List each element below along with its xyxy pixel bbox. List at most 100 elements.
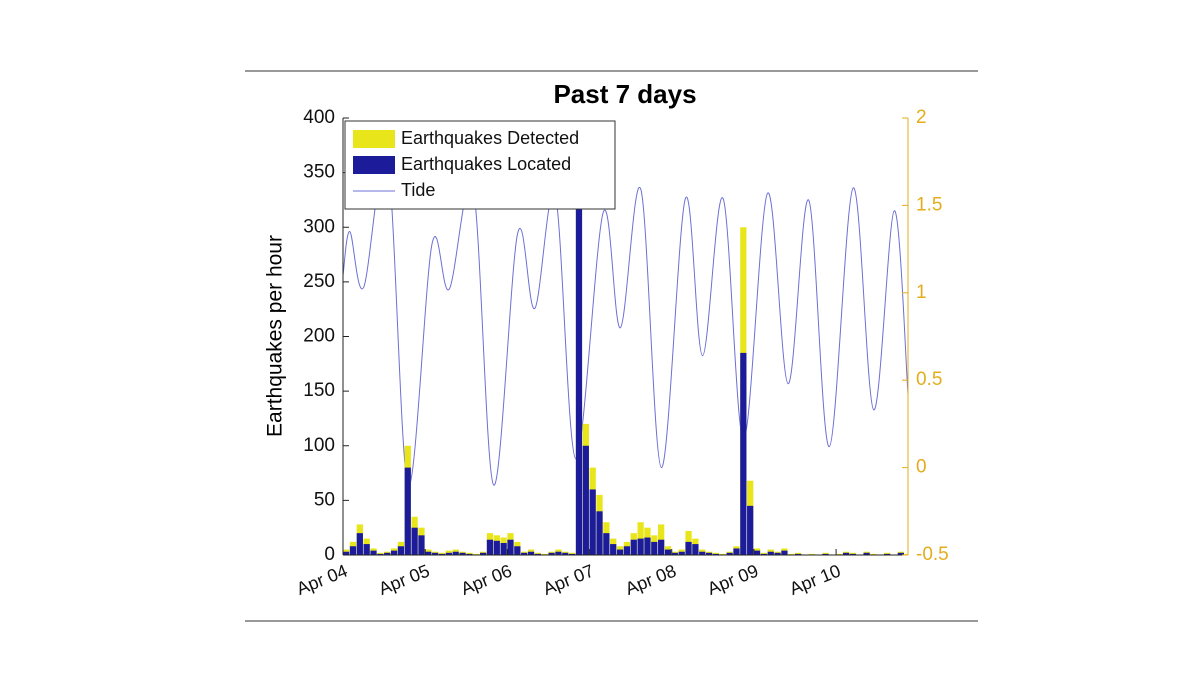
bar — [493, 540, 500, 555]
bar — [760, 553, 768, 555]
y-tick-label: 200 — [303, 326, 335, 347]
bar — [603, 533, 610, 555]
bar — [404, 467, 411, 555]
bar — [521, 552, 528, 555]
bar — [555, 551, 562, 555]
bar — [349, 546, 357, 555]
bar — [747, 505, 754, 555]
bar — [418, 535, 425, 555]
bar — [500, 542, 507, 555]
bar — [712, 553, 720, 555]
bar — [343, 551, 350, 555]
x-tick-label: Apr 06 — [458, 561, 515, 599]
bar — [466, 553, 473, 555]
x-tick-label: Apr 09 — [705, 561, 762, 599]
bar — [842, 552, 850, 555]
legend-label: Earthquakes Located — [401, 154, 571, 174]
y-axis-label: Earthquakes per hour — [264, 235, 287, 437]
bar — [705, 552, 713, 555]
bar — [514, 546, 521, 555]
bar — [507, 539, 514, 555]
bar — [397, 546, 405, 555]
x-tick-label: Apr 05 — [376, 561, 433, 599]
bar — [822, 553, 829, 555]
legend-label: Earthquakes Detected — [401, 128, 579, 148]
bar — [363, 544, 370, 555]
bar — [904, 553, 908, 555]
bar — [788, 553, 795, 555]
bar — [658, 539, 665, 555]
bar — [671, 552, 678, 555]
x-tick-label: Apr 08 — [622, 561, 679, 599]
x-tick-label: Apr 10 — [787, 561, 844, 599]
tide-line — [343, 156, 908, 486]
bar — [692, 544, 699, 555]
y-tick-label: 350 — [303, 162, 335, 183]
bar — [582, 445, 589, 555]
bar — [486, 539, 494, 555]
y-tick-label: 50 — [314, 489, 335, 510]
bar — [596, 511, 603, 555]
bar — [863, 552, 870, 555]
bar — [726, 552, 733, 555]
bar — [767, 551, 774, 555]
bar — [658, 524, 665, 555]
bar — [534, 553, 542, 555]
bar — [438, 553, 446, 555]
y2-tick-label: 1.5 — [916, 194, 942, 215]
bar — [432, 552, 439, 555]
bar — [781, 550, 788, 555]
bar — [473, 553, 480, 555]
bar — [699, 551, 706, 555]
legend-swatch — [353, 156, 395, 174]
y-tick-label: 0 — [324, 544, 335, 565]
bar — [575, 205, 583, 555]
y-tick-label: 400 — [303, 107, 335, 128]
bar — [884, 553, 891, 555]
bar — [678, 551, 685, 555]
bar — [637, 538, 644, 555]
bar — [651, 541, 658, 555]
bar — [562, 552, 569, 555]
y-tick-label: 150 — [303, 380, 335, 401]
bar — [719, 553, 726, 555]
bar — [753, 550, 761, 555]
bar — [795, 553, 802, 555]
bar — [390, 550, 398, 555]
y-tick-label: 100 — [303, 435, 335, 456]
bar — [849, 553, 857, 555]
bar — [733, 548, 740, 555]
bar — [774, 552, 781, 555]
bar — [589, 489, 596, 555]
bar — [664, 549, 672, 555]
y2-tick-label: 2 — [916, 107, 927, 128]
bar — [425, 551, 432, 555]
y2-tick-label: 0 — [916, 457, 927, 478]
y-tick-label: 300 — [303, 216, 335, 237]
bar — [452, 551, 459, 555]
bar — [610, 544, 617, 555]
bar — [630, 539, 637, 555]
bar — [685, 541, 692, 555]
bar — [548, 552, 555, 555]
bar — [541, 553, 548, 555]
y2-tick-label: 0.5 — [916, 369, 942, 390]
bar — [897, 552, 904, 555]
x-tick-label: Apr 04 — [294, 561, 351, 599]
plot-area — [343, 156, 908, 555]
bar — [445, 552, 452, 555]
bar — [870, 553, 877, 555]
bar — [527, 551, 535, 555]
bar — [377, 553, 384, 555]
bar — [356, 533, 363, 555]
y2-tick-label: -0.5 — [916, 544, 949, 565]
chart-title: Past 7 days — [553, 79, 696, 109]
bar — [623, 546, 631, 555]
bar — [370, 550, 377, 555]
bar — [808, 553, 815, 555]
bar — [479, 552, 487, 555]
x-tick-label: Apr 07 — [540, 561, 597, 599]
legend-label: Tide — [401, 180, 435, 200]
bar — [569, 553, 576, 555]
